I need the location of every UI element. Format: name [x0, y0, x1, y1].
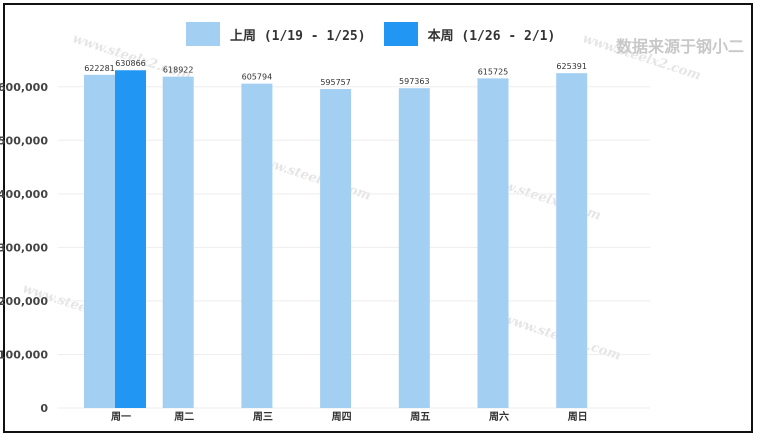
x-tick-label: 周二	[174, 411, 194, 423]
legend-item-this-week[interactable]: 本周 (1/26 - 2/1)	[383, 22, 556, 46]
data-label: 622281	[84, 64, 115, 73]
legend-label-last-week: 上周 (1/19 - 1/25)	[230, 28, 366, 44]
y-tick-label: 600,000	[0, 81, 48, 94]
x-tick-label: 周日	[568, 411, 588, 423]
bar	[556, 73, 588, 408]
x-tick-label: 周五	[410, 411, 430, 423]
x-tick-label: 周三	[253, 411, 273, 423]
data-label: 615725	[478, 67, 509, 76]
bar	[398, 88, 430, 409]
data-label: 605794	[242, 73, 273, 82]
y-tick-label: 200,000	[0, 295, 48, 308]
data-label: 630866	[115, 59, 146, 68]
legend-swatch-this-week	[383, 22, 418, 46]
legend-item-last-week[interactable]: 上周 (1/19 - 1/25)	[186, 22, 366, 46]
legend: 上周 (1/19 - 1/25) 本周 (1/26 - 2/1)	[186, 22, 573, 46]
y-tick-label: 300,000	[0, 241, 48, 254]
data-label: 595757	[320, 78, 351, 87]
bar	[115, 70, 146, 408]
bar	[477, 78, 509, 408]
bar	[320, 89, 352, 409]
source-note: 数据来源于钢小二	[615, 37, 744, 56]
x-tick-label: 周六	[489, 410, 509, 423]
y-tick-label: 0	[40, 402, 48, 415]
data-label: 597363	[399, 77, 430, 86]
data-label: 625391	[556, 62, 587, 71]
y-tick-label: 500,000	[0, 134, 48, 147]
data-label: 618922	[163, 66, 194, 75]
legend-swatch-last-week	[186, 22, 220, 46]
legend-label-this-week: 本周 (1/26 - 2/1)	[427, 28, 556, 44]
x-tick-label: 周四	[332, 411, 352, 423]
bar	[241, 83, 273, 409]
bar	[84, 74, 115, 408]
y-tick-label: 400,000	[0, 188, 48, 201]
bar	[162, 76, 194, 409]
x-tick-label: 周一	[111, 411, 131, 423]
y-tick-label: 100,000	[0, 348, 48, 361]
